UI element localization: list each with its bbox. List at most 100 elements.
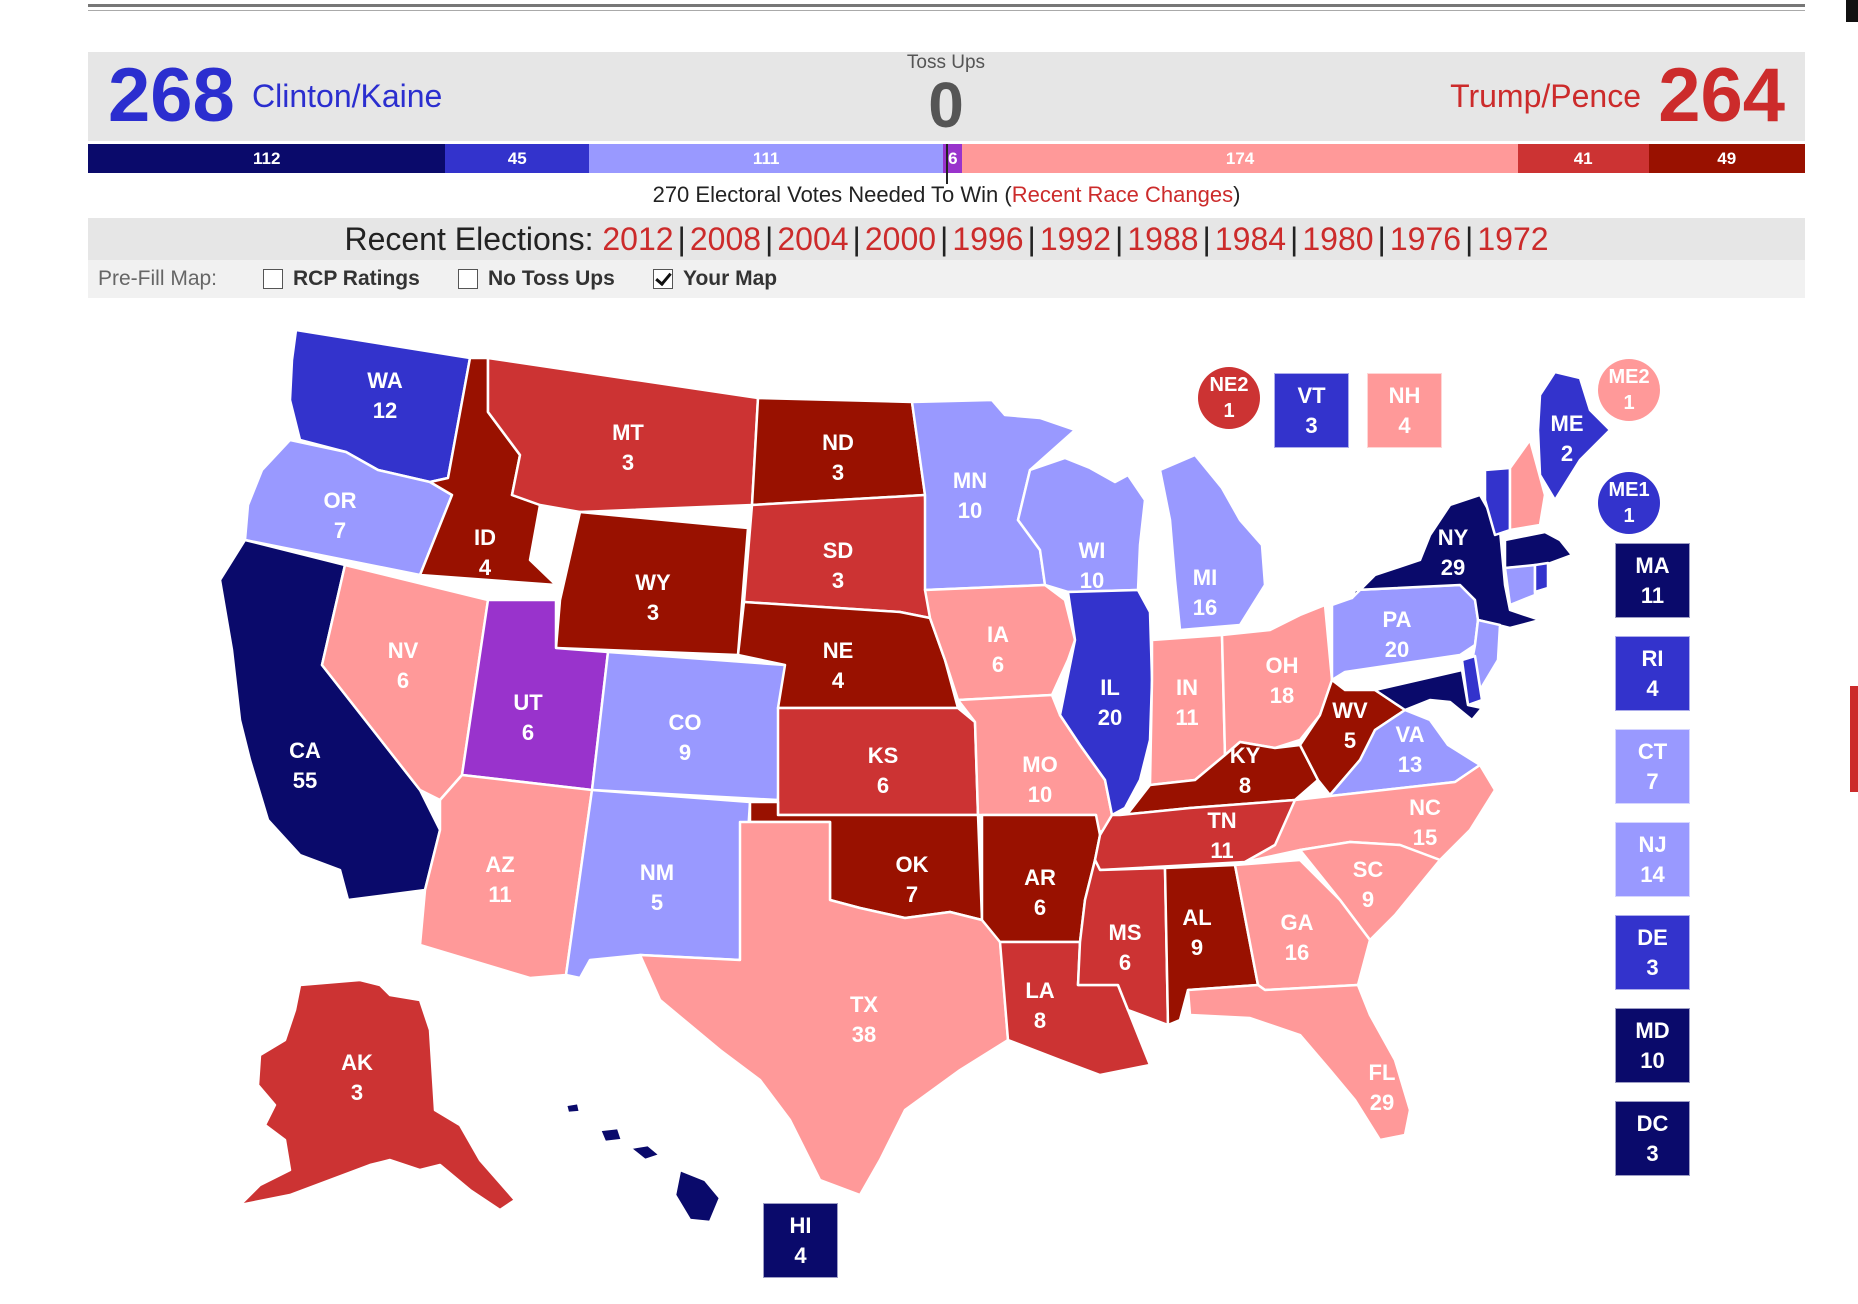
election-year-link-1972[interactable]: 1972 (1477, 221, 1549, 257)
election-year-link-2012[interactable]: 2012 (602, 221, 674, 257)
state-label-ak-abbr: AK (341, 1050, 373, 1075)
election-separator: | (1465, 221, 1474, 257)
state-hi[interactable] (673, 1168, 722, 1224)
nj-state-box[interactable]: NJ 14 (1615, 822, 1690, 897)
state-ct-shape[interactable] (1503, 563, 1537, 607)
ri-abbr: RI (1641, 645, 1664, 671)
state-fl[interactable] (1186, 983, 1412, 1142)
election-year-link-1980[interactable]: 1980 (1302, 221, 1374, 257)
state-label-nd: ND 3 (822, 430, 854, 485)
me1-abbr: ME1 (1608, 479, 1650, 501)
nh-state-box[interactable]: NH 4 (1367, 373, 1442, 448)
election-separator: | (1027, 221, 1036, 257)
state-label-mo: MO 10 (1022, 752, 1057, 807)
state-label-ny-abbr: NY (1438, 525, 1469, 550)
ct-abbr: CT (1637, 738, 1668, 764)
election-year-link-1976[interactable]: 1976 (1389, 221, 1462, 257)
state-label-ne-ev: 4 (832, 668, 845, 693)
dem-electoral-total: 268 (108, 53, 235, 138)
state-label-ut-ev: 6 (522, 720, 534, 745)
election-year-link-1988[interactable]: 1988 (1127, 221, 1199, 257)
window-edge-marker (1846, 0, 1858, 22)
state-label-ok-ev: 7 (906, 882, 918, 907)
toss-ups-total: 0 (928, 69, 964, 141)
state-label-mi-ev: 16 (1193, 595, 1217, 620)
state-label-ar: AR 6 (1024, 865, 1056, 920)
ct-state-box[interactable]: CT 7 (1615, 729, 1690, 804)
ev-bar-segment-safe-rep: 49 (1648, 144, 1805, 173)
state-pa[interactable] (1330, 583, 1480, 682)
your-map-label: Your Map (683, 267, 778, 290)
your-map-option[interactable]: Your Map (653, 260, 777, 298)
nh-abbr: NH (1388, 382, 1421, 408)
no-toss-ups-checkbox[interactable] (458, 269, 478, 289)
state-label-ar-abbr: AR (1024, 865, 1056, 890)
state-label-id-abbr: ID (474, 525, 496, 550)
rcp-ratings-checkbox[interactable] (263, 269, 283, 289)
state-label-me: ME 2 (1551, 411, 1584, 466)
state-ia[interactable] (923, 583, 1077, 702)
state-label-ut-abbr: UT (513, 690, 543, 715)
state-ri-shape[interactable] (1533, 561, 1550, 594)
hi-abbr: HI (789, 1212, 812, 1238)
state-label-oh: OH 18 (1266, 653, 1299, 708)
election-year-link-2004[interactable]: 2004 (777, 221, 849, 257)
votes-needed-close: ) (1233, 182, 1241, 207)
state-hi-isle-2[interactable] (628, 1143, 662, 1162)
no-toss-ups-option[interactable]: No Toss Ups (458, 260, 615, 298)
state-label-mn: MN 10 (953, 468, 987, 523)
md-state-box[interactable]: MD 10 (1615, 1008, 1690, 1083)
me1-district-circle[interactable]: ME1 1 (1598, 472, 1660, 534)
state-label-wa: WA 12 (367, 368, 403, 423)
state-nh-shape[interactable] (1508, 438, 1547, 532)
state-hi-isle-4[interactable] (564, 1101, 582, 1115)
me2-ev: 1 (1623, 392, 1635, 414)
nj-ev: 14 (1640, 861, 1665, 887)
election-year-link-1984[interactable]: 1984 (1214, 221, 1287, 257)
state-label-sc-abbr: SC (1353, 857, 1384, 882)
state-me[interactable] (1536, 370, 1612, 502)
state-label-mn-abbr: MN (953, 468, 987, 493)
election-year-link-2000[interactable]: 2000 (864, 221, 937, 257)
election-year-link-1996[interactable]: 1996 (952, 221, 1024, 257)
ne2-district-circle[interactable]: NE2 1 (1198, 367, 1260, 429)
election-separator: | (677, 221, 686, 257)
state-label-va-ev: 13 (1398, 752, 1422, 777)
your-map-checkbox[interactable] (653, 269, 673, 289)
state-vt-shape[interactable] (1483, 466, 1512, 537)
state-label-ia-abbr: IA (987, 622, 1009, 647)
hi-state-box[interactable]: HI 4 (763, 1203, 838, 1278)
state-tx[interactable] (638, 820, 1010, 1197)
state-ma-shape[interactable] (1503, 530, 1574, 570)
state-label-sc-ev: 9 (1362, 887, 1374, 912)
state-il[interactable] (1058, 588, 1154, 817)
dc-ev: 3 (1646, 1140, 1659, 1166)
state-label-sd-ev: 3 (832, 568, 844, 593)
election-year-link-1992[interactable]: 1992 (1039, 221, 1112, 257)
state-label-me-abbr: ME (1551, 411, 1584, 436)
ri-state-box[interactable]: RI 4 (1615, 636, 1690, 711)
state-label-ky-ev: 8 (1239, 773, 1251, 798)
state-label-mi: MI 16 (1193, 565, 1217, 620)
vt-state-box[interactable]: VT 3 (1274, 373, 1349, 448)
state-mi[interactable] (1158, 453, 1267, 632)
state-label-nc: NC 15 (1409, 795, 1441, 850)
dc-state-box[interactable]: DC 3 (1615, 1101, 1690, 1176)
state-wy[interactable] (554, 510, 750, 657)
recent-race-changes-link[interactable]: Recent Race Changes (1011, 182, 1234, 207)
state-hi-isle-3[interactable] (598, 1126, 624, 1144)
ma-state-box[interactable]: MA 11 (1615, 543, 1690, 618)
de-state-box[interactable]: DE 3 (1615, 915, 1690, 990)
prefill-map-bar: Pre-Fill Map: RCP Ratings No Toss Ups Yo… (88, 260, 1805, 298)
rcp-ratings-option[interactable]: RCP Ratings (263, 260, 420, 298)
state-ak[interactable] (238, 978, 517, 1212)
state-label-wv: WV 5 (1332, 698, 1368, 753)
state-label-ok: OK 7 (896, 852, 929, 907)
state-label-wy-ev: 3 (647, 600, 659, 625)
state-wi[interactable] (1016, 456, 1147, 594)
state-label-oh-ev: 18 (1270, 683, 1294, 708)
me2-district-circle[interactable]: ME2 1 (1598, 359, 1660, 421)
election-year-link-2008[interactable]: 2008 (689, 221, 762, 257)
state-md-shape[interactable] (1373, 668, 1484, 722)
ct-ev: 7 (1646, 768, 1659, 794)
